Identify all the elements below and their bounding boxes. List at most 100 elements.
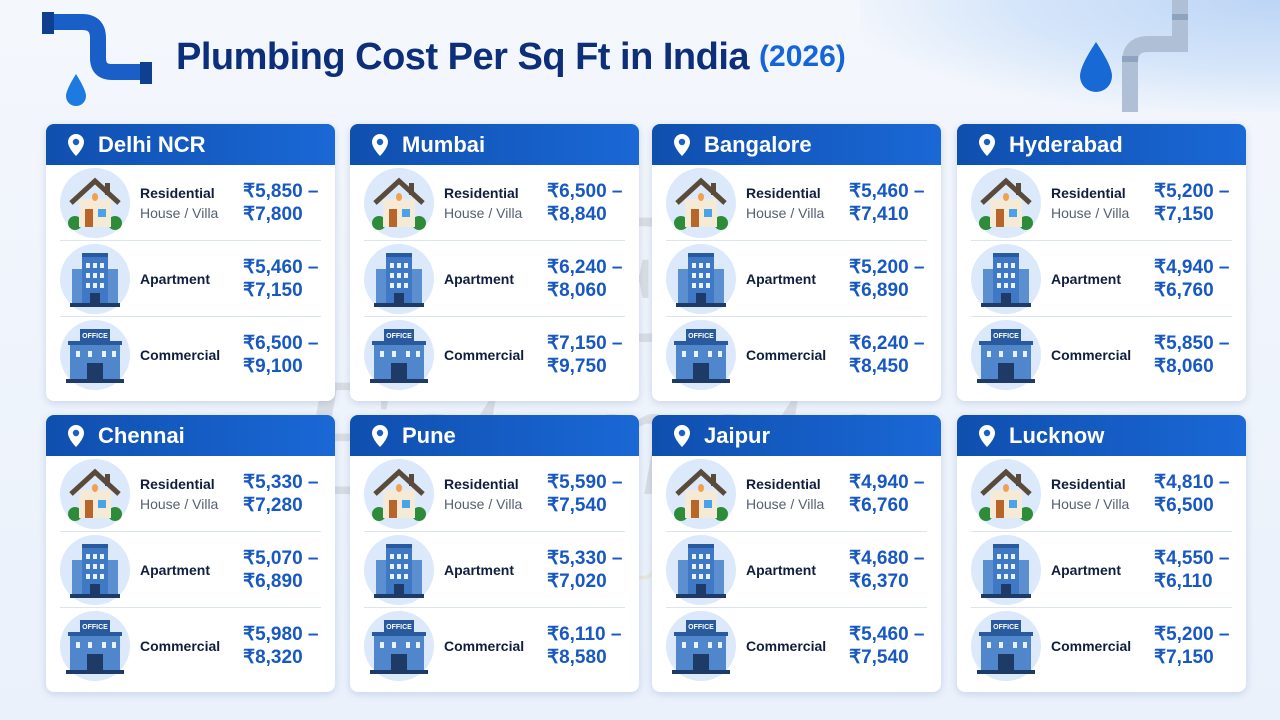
price-min: ₹7,150 – <box>547 333 623 354</box>
category-label: Residential House / Villa <box>444 185 547 221</box>
city-card: Delhi NCR Residential House / Villa ₹5,850 … <box>46 124 335 401</box>
price-min: ₹5,460 – <box>849 180 925 202</box>
residential-icon-circle <box>60 458 130 529</box>
background-wave <box>860 0 1280 112</box>
apartment-icon-circle <box>364 534 434 605</box>
apartment-icon-circle <box>971 243 1041 314</box>
price-max: ₹6,500 <box>1154 494 1214 516</box>
residential-icon-circle <box>666 167 736 238</box>
office-building-icon: OFFICE <box>672 329 730 383</box>
price-range: ₹5,200 – ₹7,150 <box>1154 623 1229 669</box>
price-max: ₹8,580 <box>547 647 607 668</box>
location-pin-icon <box>979 133 995 156</box>
location-pin-icon <box>68 424 84 447</box>
price-min: ₹4,680 – <box>849 547 925 569</box>
price-max: ₹6,890 <box>849 279 909 301</box>
svg-text:OFFICE: OFFICE <box>386 333 412 340</box>
row-residential: Residential House / Villa ₹5,330 – ₹7,280 <box>60 456 321 532</box>
residential-icon-circle <box>60 167 130 238</box>
apartment-building-icon <box>374 543 424 598</box>
category-name: Commercial <box>140 638 221 654</box>
price-range: ₹5,850 – ₹8,060 <box>1154 332 1229 378</box>
price-max: ₹8,320 <box>243 647 303 668</box>
category-label: Apartment <box>140 271 243 287</box>
row-residential: Residential House / Villa ₹5,460 – ₹7,410 <box>666 165 927 241</box>
category-label: Residential House / Villa <box>1051 476 1154 512</box>
category-label: Commercial <box>746 347 849 363</box>
city-name: Jaipur <box>704 422 771 448</box>
city-name: Pune <box>402 422 456 448</box>
apartment-building-icon <box>676 252 726 307</box>
category-label: Residential House / Villa <box>746 185 849 221</box>
city-name: Bangalore <box>704 131 812 157</box>
city-card: Bangalore Residential House / Villa ₹5,460 … <box>652 124 941 401</box>
price-range: ₹4,940 – ₹6,760 <box>849 471 924 517</box>
row-apartment: Apartment ₹4,680 – ₹6,370 <box>666 532 927 608</box>
apartment-building-icon <box>981 543 1031 598</box>
category-label: Residential House / Villa <box>444 476 547 512</box>
row-residential: Residential House / Villa ₹4,940 – ₹6,760 <box>666 456 927 532</box>
price-range: ₹5,850 – ₹7,800 <box>243 180 318 226</box>
price-min: ₹4,550 – <box>1154 547 1230 569</box>
pipe-leak-icon <box>42 12 152 106</box>
city-name: Chennai <box>98 422 185 448</box>
price-range: ₹5,200 – ₹6,890 <box>849 256 924 302</box>
page-year: (2026) <box>759 40 846 73</box>
category-name: Residential <box>1051 475 1126 492</box>
category-name: Apartment <box>140 561 211 578</box>
svg-text:OFFICE: OFFICE <box>688 624 714 631</box>
svg-text:OFFICE: OFFICE <box>82 624 108 631</box>
category-label: Commercial <box>1051 347 1154 363</box>
svg-text:OFFICE: OFFICE <box>993 333 1019 340</box>
price-min: ₹6,240 – <box>547 256 623 278</box>
city-card: Mumbai Residential House / Villa ₹6,500 – ₹8… <box>350 124 639 401</box>
price-max: ₹7,150 <box>1154 647 1214 668</box>
category-sub: House / Villa <box>444 495 523 512</box>
row-apartment: Apartment ₹5,330 – ₹7,020 <box>364 532 625 608</box>
category-name: Apartment <box>140 270 211 287</box>
price-max: ₹9,100 <box>243 356 303 377</box>
house-icon <box>979 177 1033 230</box>
commercial-icon-circle: OFFICE <box>971 611 1041 681</box>
category-label: Commercial <box>444 347 547 363</box>
row-commercial: OFFICE Commercial ₹6,110 – ₹8,580 <box>364 608 625 684</box>
category-sub: House / Villa <box>746 204 825 221</box>
location-pin-icon <box>372 424 388 447</box>
page-header: Plumbing Cost Per Sq Ft in India (2026) <box>40 12 846 106</box>
price-range: ₹4,810 – ₹6,500 <box>1154 471 1229 517</box>
city-card: Chennai Residential House / Villa ₹5,330 – ₹… <box>46 415 335 692</box>
category-name: Apartment <box>746 270 817 287</box>
category-label: Apartment <box>140 562 243 578</box>
category-label: Apartment <box>746 271 849 287</box>
row-residential: Residential House / Villa ₹6,500 – ₹8,840 <box>364 165 625 241</box>
page-title: Plumbing Cost Per Sq Ft in India <box>176 35 750 78</box>
price-range: ₹7,150 – ₹9,750 <box>547 332 622 378</box>
apartment-building-icon <box>70 543 120 598</box>
apartment-building-icon <box>70 252 120 307</box>
category-label: Commercial <box>444 638 547 654</box>
category-name: Apartment <box>746 561 817 578</box>
price-range: ₹6,110 – ₹8,580 <box>547 623 621 669</box>
price-max: ₹8,450 <box>849 356 909 377</box>
residential-icon-circle <box>971 167 1041 238</box>
price-range: ₹6,240 – ₹8,450 <box>849 332 924 378</box>
price-max: ₹7,280 <box>243 494 303 516</box>
residential-icon-circle <box>971 458 1041 529</box>
city-card: Jaipur Residential House / Villa ₹4,940 – ₹6… <box>652 415 941 692</box>
location-pin-icon <box>68 133 84 156</box>
city-card: Hyderabad Residential House / Villa ₹5,200 … <box>957 124 1246 401</box>
commercial-icon-circle: OFFICE <box>60 611 130 681</box>
apartment-building-icon <box>374 252 424 307</box>
house-icon <box>979 468 1033 521</box>
price-max: ₹8,840 <box>547 203 607 225</box>
city-header: Jaipur <box>652 415 941 456</box>
price-max: ₹8,060 <box>547 279 607 301</box>
row-apartment: Apartment ₹4,550 – ₹6,110 <box>971 532 1232 608</box>
house-icon <box>372 468 426 521</box>
city-header: Mumbai <box>350 124 639 165</box>
category-name: Commercial <box>1051 638 1132 654</box>
row-commercial: OFFICE Commercial ₹6,240 – ₹8,450 <box>666 317 927 393</box>
house-icon <box>68 177 122 230</box>
price-min: ₹5,460 – <box>849 624 925 645</box>
office-building-icon: OFFICE <box>66 329 124 383</box>
